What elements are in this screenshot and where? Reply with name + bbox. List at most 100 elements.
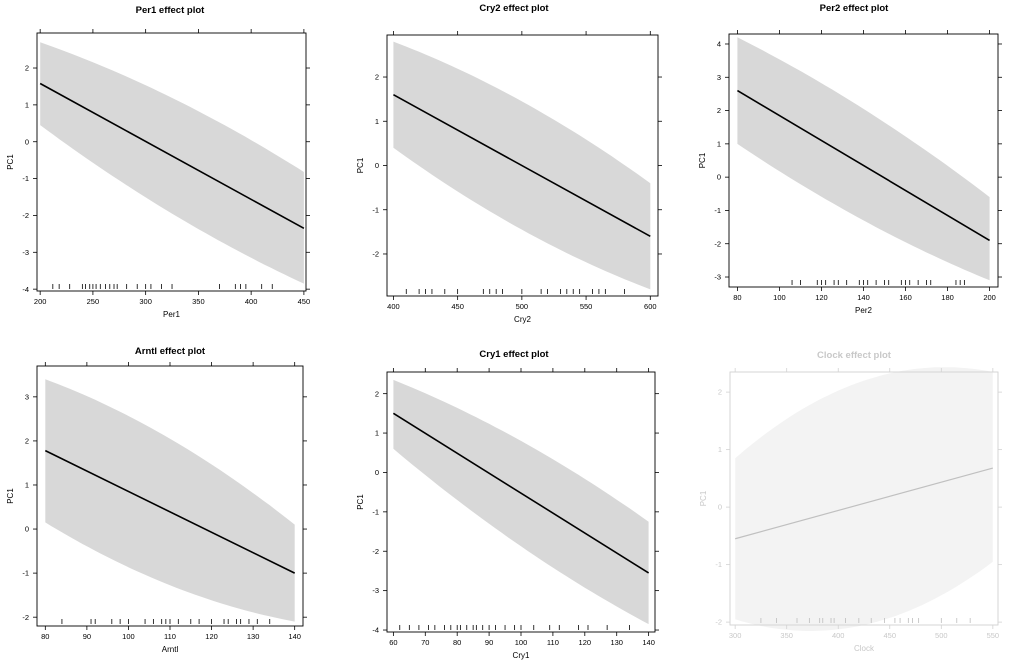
y-tick-label: 2	[25, 64, 29, 73]
chart-title: Clock effect plot	[817, 350, 891, 361]
y-tick-label: -1	[714, 206, 721, 215]
cry2-effect-plot: Cry2 effect plot 400 450 500 550 600 -2 -1 0 1 2 C…	[340, 0, 688, 334]
y-tick-label: -4	[372, 626, 379, 635]
plot-svg: 200 250 300 350 400 450 -4 -3 -2 -1 0 1 2 Per1 PC1	[6, 29, 310, 319]
plot-svg: 400 450 500 550 600 -2 -1 0 1 2 Cry2 PC1	[356, 31, 662, 324]
x-tick-label: 450	[451, 302, 464, 311]
y-tick-label: 0	[375, 161, 379, 170]
confidence-band	[45, 379, 295, 622]
fit-line	[393, 94, 651, 237]
y-tick-label: 2	[718, 388, 722, 397]
y-tick-label: -2	[372, 250, 379, 259]
chart-title: Cry2 effect plot	[479, 3, 549, 14]
cry1-effect-plot: Cry1 effect plot 60 70 80 90 100 110 120 130 140…	[340, 334, 688, 669]
confidence-band	[393, 379, 649, 625]
x-tick-label: 600	[644, 302, 657, 311]
y-tick-label: -1	[22, 174, 29, 183]
x-tick-label: 80	[41, 632, 49, 641]
y-tick-label: 3	[25, 392, 29, 401]
x-tick-label: 70	[421, 638, 429, 647]
confidence-band	[735, 367, 993, 631]
plot-frame	[729, 371, 999, 626]
y-tick-label: -1	[715, 560, 722, 569]
x-tick-label: 120	[205, 632, 218, 641]
x-tick-label: 140	[288, 632, 301, 641]
y-axis-label: PC1	[356, 157, 365, 173]
plot-svg: 300 350 400 450 500 550 -2 -1 0 1 2 Clock PC1	[699, 367, 1002, 653]
confidence-band	[40, 42, 304, 284]
y-tick-label: -2	[22, 613, 29, 622]
y-tick-label: 1	[375, 117, 379, 126]
plot-svg: 60 70 80 90 100 110 120 130 140 -4 -3 -2 -1 0 1 2 Cry1 PC…	[356, 368, 659, 660]
y-tick-label: 1	[375, 429, 379, 438]
fit-line	[44, 449, 296, 574]
y-tick-label: 4	[717, 40, 721, 49]
x-tick-label: 250	[87, 297, 100, 306]
fit-line	[734, 467, 994, 540]
x-tick-label: 120	[579, 638, 592, 647]
chart-title: Arntl effect plot	[134, 346, 206, 357]
x-tick-label: 350	[780, 631, 793, 640]
plot-frame	[36, 32, 307, 292]
x-tick-label: 80	[733, 293, 741, 302]
x-tick-label: 80	[453, 638, 461, 647]
y-tick-label: 1	[718, 445, 722, 454]
y-tick-label: 0	[25, 137, 29, 146]
y-tick-label: -2	[372, 547, 379, 556]
y-tick-label: 1	[717, 139, 721, 148]
x-tick-label: 90	[485, 638, 493, 647]
y-tick-label: 1	[25, 481, 29, 490]
y-tick-label: 3	[717, 73, 721, 82]
per1-effect-plot: Per1 effect plot 200 250 300 350 400 450 -4 -3 -…	[0, 0, 340, 334]
y-tick-label: -2	[715, 618, 722, 627]
x-axis-label: Per2	[855, 306, 872, 315]
x-tick-label: 550	[580, 302, 593, 311]
y-tick-label: -3	[714, 273, 721, 282]
x-tick-label: 140	[857, 293, 870, 302]
chart-title: Per2 effect plot	[819, 3, 889, 14]
chart-title: Cry1 effect plot	[479, 349, 549, 360]
x-tick-label: 550	[987, 631, 1000, 640]
y-tick-label: 1	[25, 100, 29, 109]
confidence-band	[737, 37, 990, 281]
y-tick-label: -1	[22, 569, 29, 578]
y-axis-label: PC1	[356, 494, 365, 510]
fit-line	[392, 412, 650, 574]
y-tick-label: -3	[22, 248, 29, 257]
y-axis-label: PC1	[698, 152, 707, 168]
x-axis-label: Clock	[854, 644, 875, 653]
x-tick-label: 400	[832, 631, 845, 640]
x-axis-label: Cry2	[514, 315, 531, 324]
y-axis-label: PC1	[699, 490, 708, 506]
y-tick-label: -3	[372, 586, 379, 595]
y-tick-label: 2	[375, 389, 379, 398]
y-tick-label: -2	[714, 239, 721, 248]
plot-svg: 80 90 100 110 120 130 140 -2 -1 0 1 2 3 Arntl PC1	[6, 362, 307, 654]
fit-line	[736, 89, 991, 242]
y-tick-label: 2	[717, 106, 721, 115]
x-axis-label: Per1	[163, 310, 180, 319]
y-tick-label: -1	[372, 205, 379, 214]
y-axis-label: PC1	[6, 154, 15, 170]
x-tick-label: 60	[389, 638, 397, 647]
fit-line	[39, 82, 305, 230]
x-tick-label: 100	[515, 638, 528, 647]
x-tick-label: 500	[516, 302, 529, 311]
chart-title: Per1 effect plot	[135, 5, 205, 16]
y-tick-label: 0	[717, 173, 721, 182]
x-tick-label: 160	[899, 293, 912, 302]
y-tick-label: -2	[22, 211, 29, 220]
y-tick-label: -1	[372, 507, 379, 516]
y-tick-label: 2	[375, 73, 379, 82]
x-tick-label: 200	[983, 293, 996, 302]
x-tick-label: 100	[773, 293, 786, 302]
x-tick-label: 450	[884, 631, 897, 640]
arntl-effect-plot: Arntl effect plot 80 90 100 110 120 130 140 -2-…	[0, 334, 340, 669]
per2-effect-plot: Per2 effect plot 80 100 120 140 160 180 200 -3-…	[688, 0, 1020, 334]
x-axis-label: Arntl	[162, 645, 179, 654]
x-tick-label: 100	[122, 632, 135, 641]
x-tick-label: 90	[83, 632, 91, 641]
x-tick-label: 200	[34, 297, 47, 306]
y-tick-label: 0	[375, 468, 379, 477]
x-tick-label: 300	[729, 631, 742, 640]
